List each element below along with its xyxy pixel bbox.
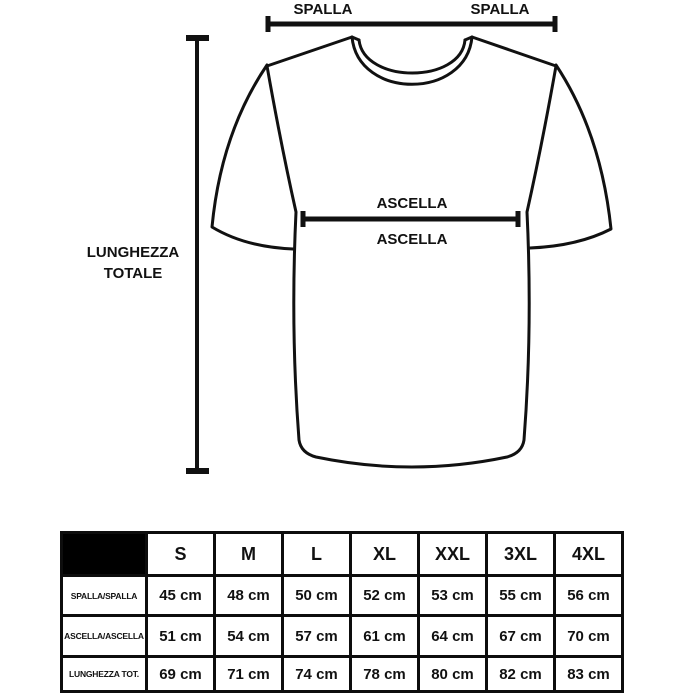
- table-row-spalla: SPALLA/SPALLA 45 cm 48 cm 50 cm 52 cm 53…: [60, 574, 624, 617]
- collar-left-notch: [350, 35, 361, 42]
- lunghezza-label-line1: LUNGHEZZA: [87, 244, 180, 261]
- cell-spalla-3xl: 55 cm: [485, 574, 556, 617]
- cell-lunghezza-m: 71 cm: [213, 655, 284, 693]
- cell-ascella-4xl: 70 cm: [553, 614, 624, 658]
- tshirt-diagram: SPALLA SPALLA ASCELLA ASCELLA LUNGHEZZA …: [87, 1, 613, 474]
- cell-lunghezza-l: 74 cm: [281, 655, 352, 693]
- table-row-lunghezza: LUNGHEZZA TOT. 69 cm 71 cm 74 cm 78 cm 8…: [60, 655, 624, 693]
- cell-ascella-m: 54 cm: [213, 614, 284, 658]
- cell-ascella-s: 51 cm: [145, 614, 216, 658]
- cell-spalla-xl: 52 cm: [349, 574, 420, 617]
- lunghezza-label-line2: TOTALE: [104, 265, 163, 282]
- size-table-header-row: S M L XL XXL 3XL 4XL: [60, 531, 624, 577]
- row-label-spalla: SPALLA/SPALLA: [60, 574, 148, 617]
- cell-spalla-s: 45 cm: [145, 574, 216, 617]
- table-corner-cell: [60, 531, 148, 577]
- cell-ascella-xl: 61 cm: [349, 614, 420, 658]
- row-label-lunghezza: LUNGHEZZA TOT.: [60, 655, 148, 693]
- spalla-label-left: SPALLA: [294, 1, 353, 18]
- column-header-3xl: 3XL: [485, 531, 556, 577]
- collar-right-notch: [463, 35, 474, 42]
- cell-lunghezza-xxl: 80 cm: [417, 655, 488, 693]
- tshirt-body-outline: [265, 64, 558, 469]
- table-row-ascella: ASCELLA/ASCELLA 51 cm 54 cm 57 cm 61 cm …: [60, 614, 624, 658]
- tshirt-right-sleeve: [528, 63, 613, 250]
- spalla-label-right: SPALLA: [471, 1, 530, 18]
- cell-ascella-xxl: 64 cm: [417, 614, 488, 658]
- cell-ascella-3xl: 67 cm: [485, 614, 556, 658]
- column-header-l: L: [281, 531, 352, 577]
- tshirt-left-sleeve: [210, 63, 295, 251]
- ascella-label-top: ASCELLA: [377, 195, 448, 212]
- size-table: S M L XL XXL 3XL 4XL SPALLA/SPALLA 45 cm…: [60, 531, 624, 693]
- collar-inner-curve: [357, 38, 467, 75]
- cell-spalla-m: 48 cm: [213, 574, 284, 617]
- cell-spalla-4xl: 56 cm: [553, 574, 624, 617]
- cell-lunghezza-s: 69 cm: [145, 655, 216, 693]
- column-header-xxl: XXL: [417, 531, 488, 577]
- column-header-s: S: [145, 531, 216, 577]
- ascella-label-bottom: ASCELLA: [377, 231, 448, 248]
- cell-spalla-xxl: 53 cm: [417, 574, 488, 617]
- tshirt-right-shoulder-line: [470, 35, 558, 68]
- collar-outer-curve: [350, 35, 474, 86]
- column-header-4xl: 4XL: [553, 531, 624, 577]
- cell-lunghezza-4xl: 83 cm: [553, 655, 624, 693]
- column-header-xl: XL: [349, 531, 420, 577]
- cell-lunghezza-3xl: 82 cm: [485, 655, 556, 693]
- tshirt-left-shoulder-line: [265, 35, 354, 68]
- cell-lunghezza-xl: 78 cm: [349, 655, 420, 693]
- row-label-ascella: ASCELLA/ASCELLA: [60, 614, 148, 658]
- cell-spalla-l: 50 cm: [281, 574, 352, 617]
- column-header-m: M: [213, 531, 284, 577]
- cell-ascella-l: 57 cm: [281, 614, 352, 658]
